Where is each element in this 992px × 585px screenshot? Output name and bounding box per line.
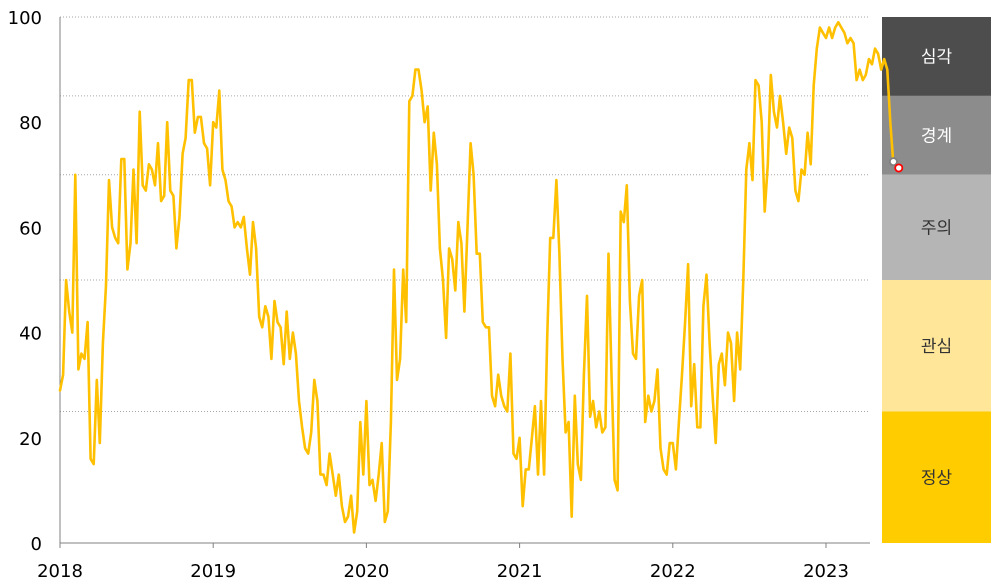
gridlines <box>60 16 870 412</box>
axes <box>59 17 870 544</box>
y-tick-label-1: 20 <box>19 429 42 450</box>
x-tick-labels: 2018 2019 2020 2021 2022 2023 <box>37 543 849 582</box>
series <box>58 21 895 534</box>
end-marker-1 <box>894 163 904 173</box>
band-1 <box>882 95 991 175</box>
y-tick-label-4: 80 <box>19 113 42 134</box>
y-tick-labels: 0 20 40 60 80 100 <box>8 8 42 555</box>
band-label-2: 주의 <box>921 218 952 238</box>
y-tick-label-3: 60 <box>19 218 42 239</box>
band-label-4: 정상 <box>921 468 953 488</box>
end-markers <box>888 157 904 173</box>
band-label-1: 경계 <box>921 126 952 146</box>
x-tick-label-3: 2021 <box>497 561 543 582</box>
band-2 <box>882 174 991 280</box>
band-4 <box>882 411 991 543</box>
band-3 <box>882 280 991 412</box>
y-tick-label-5: 100 <box>8 8 42 29</box>
band-label-3: 관심 <box>921 337 952 357</box>
x-tick-label-0: 2018 <box>37 561 83 582</box>
x-tick-label-1: 2019 <box>190 561 236 582</box>
x-tick-label-2: 2020 <box>343 561 389 582</box>
y-tick-label-2: 40 <box>19 324 42 345</box>
y-tick-label-0: 0 <box>31 534 42 555</box>
x-tick-label-5: 2023 <box>803 561 849 582</box>
band-label-0: 심각 <box>921 47 953 67</box>
band-0 <box>882 17 991 96</box>
end-marker-0 <box>888 157 898 167</box>
x-tick-label-4: 2022 <box>650 561 696 582</box>
series-line-0 <box>58 21 895 534</box>
